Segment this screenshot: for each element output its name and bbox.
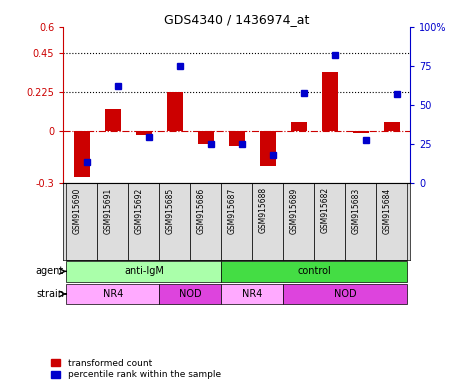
FancyBboxPatch shape: [283, 184, 314, 260]
FancyBboxPatch shape: [190, 184, 221, 260]
Bar: [105, 109, 121, 131]
Bar: [322, 72, 338, 131]
Text: strain: strain: [36, 289, 64, 299]
FancyBboxPatch shape: [67, 284, 159, 304]
Text: GSM915688: GSM915688: [259, 187, 268, 233]
FancyBboxPatch shape: [98, 184, 129, 260]
Legend: transformed count, percentile rank within the sample: transformed count, percentile rank withi…: [52, 359, 221, 379]
FancyBboxPatch shape: [159, 284, 221, 304]
Text: GSM915683: GSM915683: [352, 187, 361, 233]
Text: GSM915690: GSM915690: [73, 187, 82, 234]
Text: GSM915686: GSM915686: [197, 187, 206, 233]
Text: GSM915691: GSM915691: [104, 187, 113, 233]
Text: GSM915682: GSM915682: [321, 187, 330, 233]
Text: GSM915684: GSM915684: [383, 187, 392, 233]
Bar: [229, 131, 245, 146]
Bar: [167, 92, 182, 131]
FancyBboxPatch shape: [159, 184, 190, 260]
Text: anti-IgM: anti-IgM: [124, 266, 164, 276]
FancyBboxPatch shape: [129, 184, 159, 260]
Bar: [74, 131, 90, 177]
Bar: [260, 131, 276, 166]
Text: NR4: NR4: [242, 289, 263, 299]
Bar: [353, 131, 369, 133]
Text: agent: agent: [36, 266, 64, 276]
Bar: [136, 131, 151, 135]
Text: GSM915687: GSM915687: [228, 187, 237, 233]
FancyBboxPatch shape: [252, 184, 283, 260]
FancyBboxPatch shape: [376, 184, 407, 260]
Text: NOD: NOD: [334, 289, 356, 299]
Bar: [384, 122, 400, 131]
Text: GSM915685: GSM915685: [166, 187, 175, 233]
Text: NR4: NR4: [103, 289, 123, 299]
Bar: [291, 122, 307, 131]
Text: NOD: NOD: [179, 289, 202, 299]
Text: GSM915689: GSM915689: [290, 187, 299, 233]
FancyBboxPatch shape: [283, 284, 407, 304]
Text: GSM915692: GSM915692: [135, 187, 144, 233]
FancyBboxPatch shape: [221, 184, 252, 260]
FancyBboxPatch shape: [221, 261, 407, 281]
FancyBboxPatch shape: [314, 184, 345, 260]
FancyBboxPatch shape: [67, 184, 98, 260]
FancyBboxPatch shape: [345, 184, 376, 260]
FancyBboxPatch shape: [221, 284, 283, 304]
FancyBboxPatch shape: [67, 261, 221, 281]
Title: GDS4340 / 1436974_at: GDS4340 / 1436974_at: [164, 13, 310, 26]
Text: control: control: [297, 266, 331, 276]
Bar: [198, 131, 213, 144]
